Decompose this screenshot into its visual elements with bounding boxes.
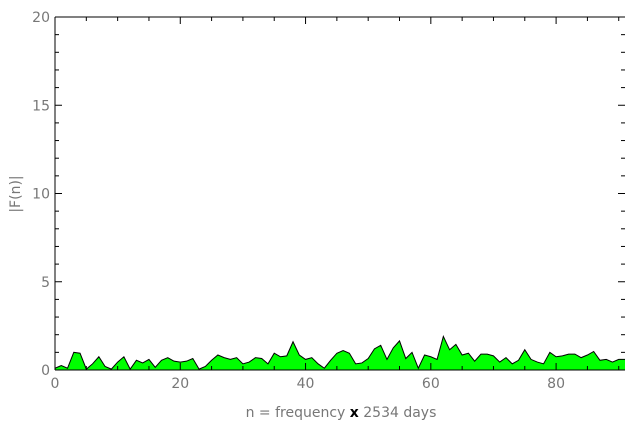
y-tick-label: 20: [32, 10, 50, 26]
x-axis-label-pre: n = frequency: [246, 405, 350, 421]
area-line-series-0: [54, 335, 625, 371]
area-fill-series-0: [55, 336, 625, 370]
x-axis-label: n = frequency x 2534 days: [246, 405, 437, 421]
y-tick-label: 0: [41, 363, 50, 379]
axes-layer: [54, 16, 625, 371]
x-axis-label-times: x: [350, 405, 359, 421]
y-tick-label: 15: [32, 98, 50, 114]
x-tick-label: 0: [51, 376, 60, 392]
y-axis-label: |F(n)|: [8, 175, 24, 212]
tick-labels-layer: 0 5 10 15 20 0 20 40 60 80: [32, 10, 565, 392]
x-tick-label: 20: [171, 376, 189, 392]
x-tick-label: 60: [422, 376, 440, 392]
x-tick-label: 80: [547, 376, 565, 392]
x-tick-label: 40: [297, 376, 315, 392]
x-axis-label-post: 2534 days: [359, 405, 437, 421]
y-tick-label: 5: [41, 275, 50, 291]
y-tick-label: 10: [32, 187, 50, 203]
area-layer: [54, 335, 625, 371]
ticks-layer: [54, 16, 625, 371]
